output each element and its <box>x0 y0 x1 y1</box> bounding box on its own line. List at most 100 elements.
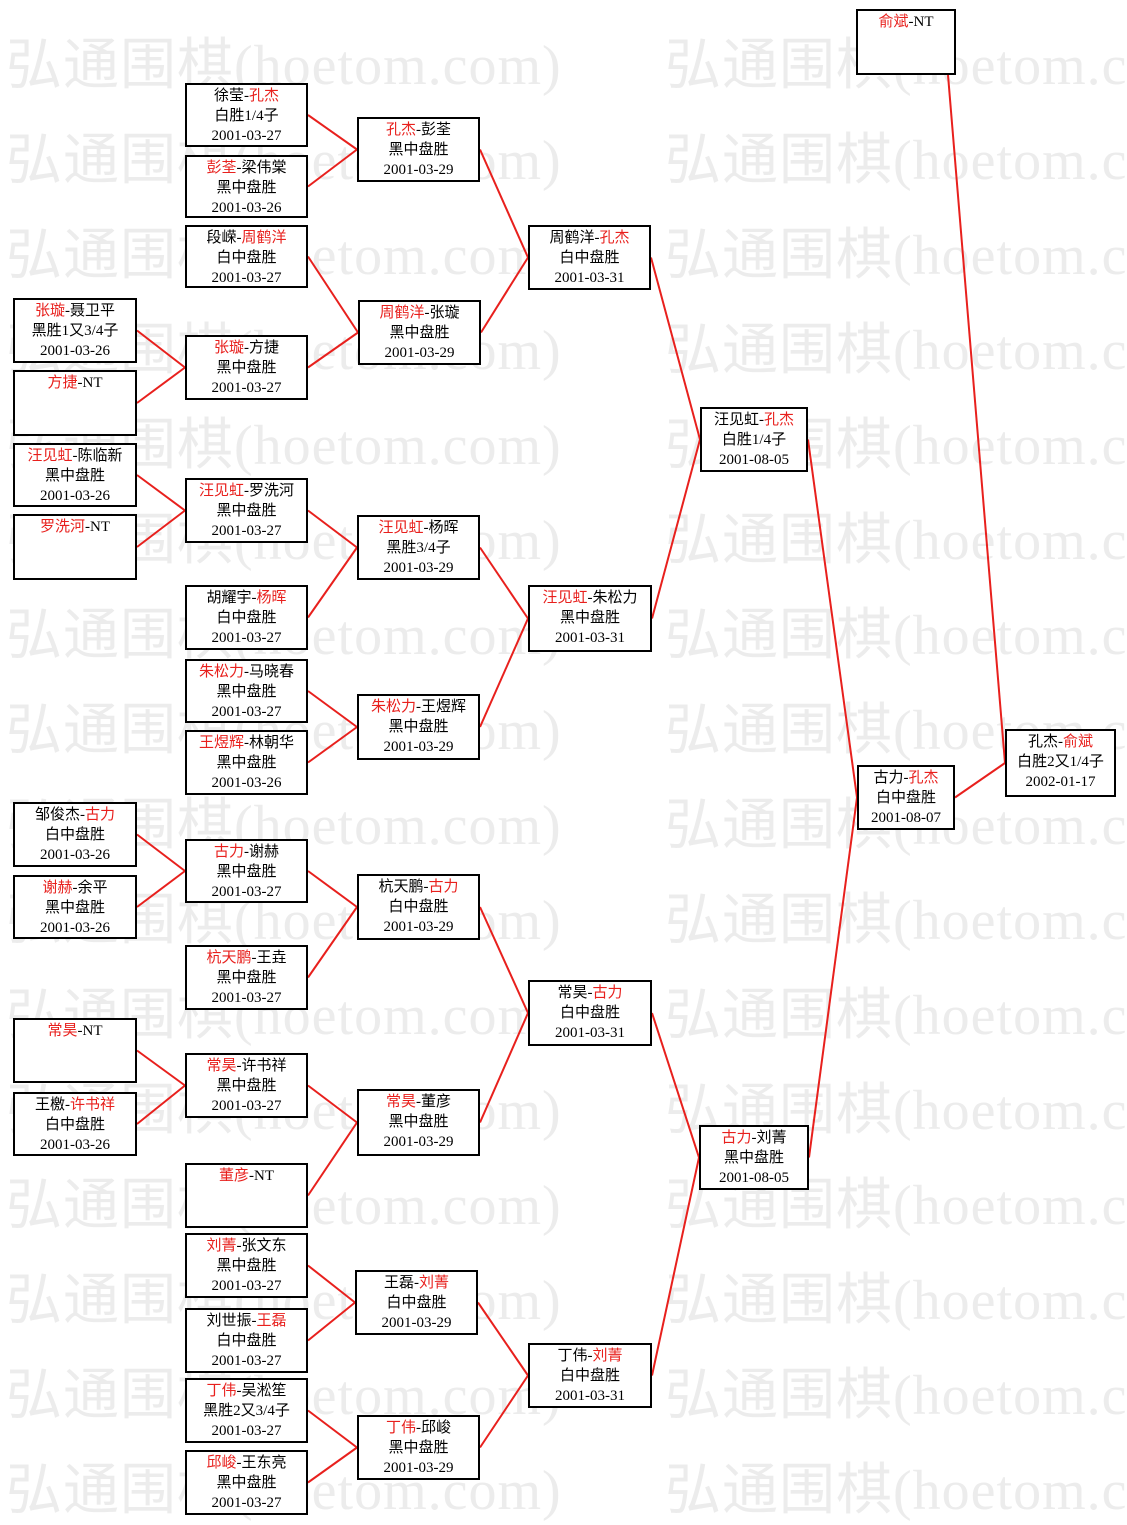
winner-name: 孔杰 <box>764 412 795 428</box>
match-date: 2001-03-26 <box>40 488 110 504</box>
winner-name: 杨晖 <box>256 590 287 606</box>
match-players: 王磊-刘菁 <box>357 1273 476 1293</box>
match-date: 2001-03-31 <box>555 630 625 646</box>
player-name: 胡耀宇 <box>206 590 252 606</box>
match-players: 常昊-古力 <box>530 983 650 1003</box>
player-name: 林朝华 <box>249 735 295 751</box>
winner-name: 方捷 <box>47 375 78 391</box>
name-separator: - <box>244 340 249 356</box>
match-box: 张璇-方捷 黑中盘胜 2001-03-27 <box>185 335 308 400</box>
name-separator: - <box>903 770 909 786</box>
match-date: 2002-01-17 <box>1025 774 1096 790</box>
name-separator: - <box>587 1348 593 1364</box>
match-players: 孔杰-彭荃 <box>359 120 478 140</box>
match-box: 罗洗河-NT <box>13 514 137 580</box>
player-name: 汪见虹 <box>713 412 759 428</box>
match-players: 孔杰-俞斌 <box>1007 732 1114 752</box>
player-name: 陈临新 <box>77 448 123 464</box>
name-separator: - <box>65 1097 70 1113</box>
name-separator: - <box>244 483 249 499</box>
bracket-connector-line <box>651 1157 700 1376</box>
match-result: 黑中盘胜 <box>388 1114 449 1130</box>
watermark-text: 弘通围棋(hoetom.com) <box>665 890 1127 952</box>
match-players: 汪见虹-杨晖 <box>359 518 478 538</box>
match-date: 2001-03-26 <box>211 775 282 791</box>
match-date: 2001-03-27 <box>211 523 282 539</box>
winner-name: 孔杰 <box>908 770 939 786</box>
bracket-connector-line <box>307 1301 356 1342</box>
match-result: 黑中盘胜 <box>216 755 277 771</box>
winner-name: 汪见虹 <box>378 520 424 536</box>
name-separator: - <box>236 230 242 246</box>
match-result: 黑中盘胜 <box>388 142 449 158</box>
match-date: 2001-03-29 <box>384 345 455 361</box>
name-separator: - <box>416 1420 421 1436</box>
player-name: 杨晖 <box>428 520 459 536</box>
bracket-connector-line <box>477 1301 529 1377</box>
player-name: 聂卫平 <box>70 303 116 319</box>
match-players: 常昊-许书祥 <box>187 1056 306 1076</box>
name-separator: - <box>416 1094 421 1110</box>
match-result: 黑中盘胜 <box>216 1475 277 1491</box>
match-box: 丁伟-刘菁 白中盘胜 2001-03-31 <box>528 1343 652 1408</box>
bracket-connector-line <box>307 1084 358 1124</box>
match-players: 朱松力-马晓春 <box>187 662 306 682</box>
bracket-connector-line <box>136 833 186 872</box>
match-result: 黑中盘胜 <box>723 1150 784 1166</box>
winner-name: 孔杰 <box>385 122 416 138</box>
match-players: 杭天鹏-王垚 <box>187 948 306 968</box>
name-separator: - <box>236 1238 242 1254</box>
name-separator: - <box>414 1275 419 1291</box>
player-name: NT <box>82 1023 103 1039</box>
match-box: 古力-孔杰 白中盘胜 2001-08-07 <box>857 765 955 830</box>
player-name: 董彦 <box>421 1094 452 1110</box>
winner-name: 古力 <box>592 985 623 1001</box>
name-separator: - <box>77 375 83 391</box>
bracket-connector-line <box>307 114 358 151</box>
match-players: 杭天鹏-古力 <box>359 877 478 897</box>
match-players: 周鹤洋-张璇 <box>360 303 479 323</box>
match-date: 2001-03-31 <box>554 270 625 286</box>
winner-name: 罗洗河 <box>39 519 85 535</box>
winner-name: 彭荃 <box>206 160 237 176</box>
name-separator: - <box>244 88 249 104</box>
watermark-text: 弘通围棋(hoetom.com) <box>665 1270 1127 1332</box>
match-box: 汪见虹-孔杰 白胜1/4子 2001-08-05 <box>700 407 808 472</box>
match-box: 刘菁-张文东 黑中盘胜 2001-03-27 <box>185 1233 308 1298</box>
winner-name: 古力 <box>428 879 459 895</box>
watermark-text: 弘通围棋(hoetom.com) <box>665 985 1127 1047</box>
match-players: 董彦-NT <box>187 1166 306 1186</box>
match-players: 徐莹-孔杰 <box>187 86 306 106</box>
player-name: 古力 <box>873 770 904 786</box>
player-name: 段嵘 <box>206 230 237 246</box>
bracket-connector-line <box>479 149 529 258</box>
winner-name: 俞斌 <box>1063 734 1094 750</box>
player-name: 王磊 <box>383 1275 414 1291</box>
match-players: 邹俊杰-古力 <box>15 805 135 825</box>
match-date: 2001-08-07 <box>871 810 941 826</box>
winner-name: 俞斌 <box>878 14 909 30</box>
name-separator: - <box>72 448 78 464</box>
player-name: NT <box>913 14 934 30</box>
bracket-connector-line <box>954 762 1006 799</box>
winner-name: 孔杰 <box>599 230 630 246</box>
match-date: 2001-03-26 <box>40 920 110 936</box>
bracket-connector-line <box>651 439 701 619</box>
match-players: 段嵘-周鹤洋 <box>187 228 306 248</box>
match-players: 丁伟-吴淞笙 <box>187 1381 306 1401</box>
match-box: 徐莹-孔杰 白胜1/4子 2001-03-27 <box>185 83 308 147</box>
match-result: 黑中盘胜 <box>389 325 450 341</box>
match-players: 刘世振-王磊 <box>187 1311 306 1331</box>
bracket-connector-line <box>307 1121 358 1197</box>
match-box: 周鹤洋-张璇黑中盘胜 2001-03-29 <box>358 300 481 365</box>
bracket-connector-line <box>136 366 186 404</box>
match-result: 黑胜3/4子 <box>386 540 451 556</box>
match-box: 孔杰-俞斌 白胜2又1/4子 2002-01-17 <box>1005 729 1116 797</box>
match-box: 朱松力-马晓春 黑中盘胜 2001-03-27 <box>185 659 308 723</box>
winner-name: 孔杰 <box>249 88 280 104</box>
match-box: 杭天鹏-王垚 黑中盘胜 2001-03-27 <box>185 945 308 1010</box>
bracket-connector-line <box>307 690 358 728</box>
match-players: 邱峻-王东亮 <box>187 1453 306 1473</box>
player-name: 刘菁 <box>756 1130 787 1146</box>
